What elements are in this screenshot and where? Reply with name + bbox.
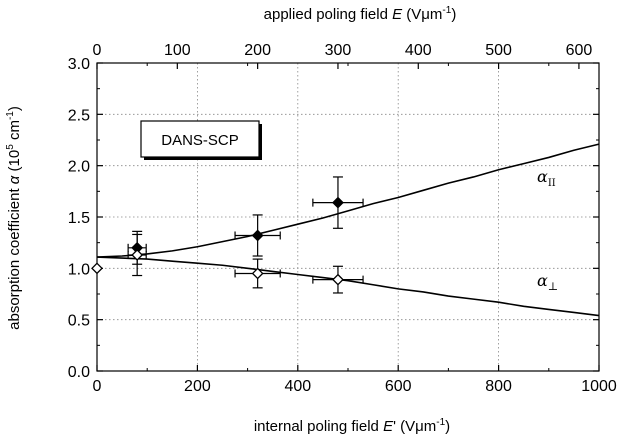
legend-text: DANS-SCP (161, 132, 239, 149)
x-tick-label: 400 (284, 378, 311, 395)
y-tick-label: 2.5 (68, 107, 90, 124)
filled-diamond-marker (332, 196, 344, 209)
plot-frame (96, 62, 600, 372)
top-tick-label: 300 (325, 42, 352, 59)
filled-diamond-marker (251, 229, 264, 242)
data-point (91, 262, 103, 275)
open-diamond-marker (251, 267, 264, 280)
axis-ticks: 0 200 400 600 800 1000 0 100 200 300 400 500 600 0.0 0… (68, 42, 617, 395)
legend-shadow-bottom (144, 157, 262, 160)
data-point (234, 258, 281, 289)
bottom-axis-title: internal poling field E' (Vμm-1) (254, 417, 450, 435)
fit-curves (96, 143, 600, 317)
fit-curve-0 (96, 143, 600, 258)
x-tick-label: 1000 (581, 378, 617, 395)
legend-box: DANS-SCP (140, 120, 262, 160)
y-axis-title: absorption coefficient α (105 cm-1) (5, 106, 23, 330)
legend-frame (140, 120, 260, 158)
data-point (312, 176, 364, 229)
top-tick-label: 400 (405, 42, 432, 59)
grid-lines (97, 63, 599, 371)
legend-shadow-right (259, 124, 262, 160)
x-tick-label: 200 (184, 378, 211, 395)
data-point (127, 233, 147, 277)
y-tick-label: 2.0 (68, 159, 90, 176)
y-tick-label: 1.5 (68, 210, 90, 227)
top-tick-label: 500 (485, 42, 512, 59)
top-tick-label: 600 (566, 42, 593, 59)
top-axis-title: applied poling field E (Vμm-1) (264, 5, 457, 23)
data-points (91, 176, 364, 294)
y-tick-label: 0.0 (68, 364, 90, 381)
y-tick-label: 1.0 (68, 261, 90, 278)
open-diamond-marker (131, 249, 144, 261)
y-tick-label: 3.0 (68, 56, 90, 73)
y-tick-label: 0.5 (68, 313, 90, 330)
data-point (234, 214, 281, 257)
open-diamond-marker (332, 273, 344, 286)
data-point (312, 265, 364, 294)
series-label-perpendicular: α⊥ (537, 271, 558, 293)
x-tick-label: 600 (385, 378, 412, 395)
x-tick-label: 800 (485, 378, 512, 395)
top-tick-label: 0 (93, 42, 102, 59)
x-tick-label: 0 (93, 378, 102, 395)
top-tick-label: 200 (244, 42, 271, 59)
series-label-parallel: αII (537, 167, 556, 189)
open-diamond-marker (91, 262, 103, 275)
top-tick-label: 100 (164, 42, 191, 59)
fit-curve-1 (96, 256, 600, 317)
